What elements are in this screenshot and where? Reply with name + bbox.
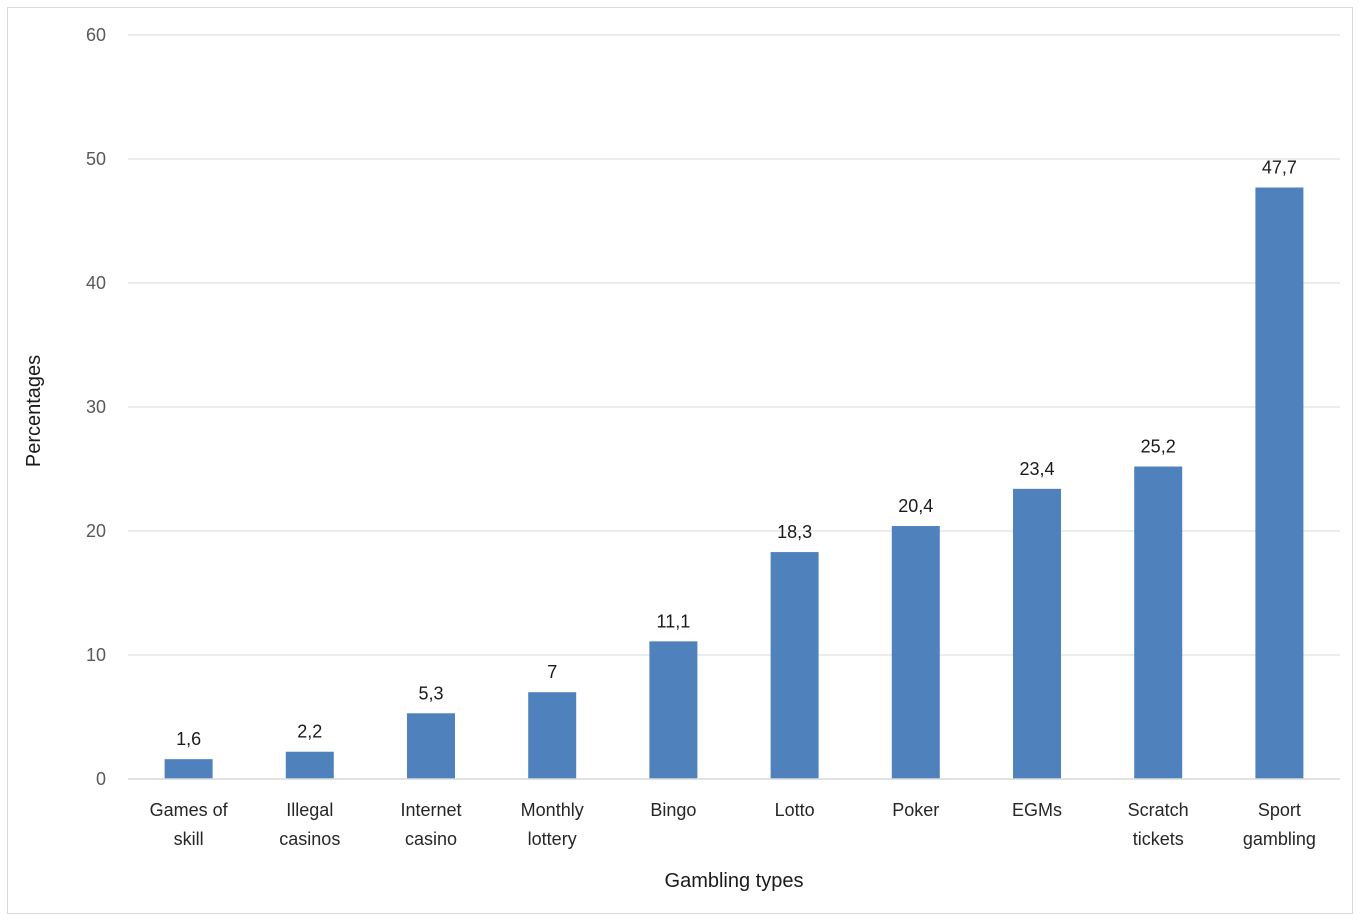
bar: [649, 641, 698, 779]
x-category-label: Games of skill: [150, 800, 229, 849]
bar: [164, 759, 213, 779]
bar: [407, 713, 455, 779]
data-label: 11,1: [657, 611, 691, 631]
data-label: 2,2: [297, 722, 322, 742]
y-axis-tick-labels: 0 10 20 30 40 50 60: [86, 25, 106, 789]
x-category-label: EGMs: [1012, 800, 1062, 820]
data-label: 18,3: [777, 522, 812, 542]
bar: [1013, 488, 1061, 779]
data-labels: 1,6 2,2 5,3 7 11,1 18,3 20,4 23,4 25,2 47,7: [176, 158, 1297, 750]
bar: [770, 552, 819, 779]
data-label: 47,7: [1262, 158, 1297, 178]
data-label: 20,4: [898, 496, 933, 516]
x-category-label: Bingo: [650, 800, 696, 820]
data-label: 23,4: [1019, 459, 1054, 479]
bar: [1134, 466, 1183, 779]
bars: [164, 187, 1304, 779]
x-category-label: Lotto: [775, 800, 815, 820]
bar: [528, 692, 577, 779]
data-label: 25,2: [1141, 437, 1176, 457]
x-category-label: Monthly lottery: [521, 800, 584, 849]
y-tick-label: 60: [86, 25, 106, 45]
y-tick-label: 40: [86, 273, 106, 293]
x-category-label: Internet casino: [400, 800, 461, 849]
x-category-label: Scratch tickets: [1128, 800, 1189, 849]
y-tick-label: 10: [86, 645, 106, 665]
y-axis-title: Percentages: [23, 355, 45, 467]
y-tick-label: 50: [86, 149, 106, 169]
x-axis-title: Gambling types: [665, 870, 804, 892]
bar: [285, 751, 334, 779]
bar: [1255, 187, 1304, 779]
x-category-label: Poker: [892, 800, 939, 820]
y-tick-label: 20: [86, 521, 106, 541]
data-label: 7: [547, 662, 557, 682]
x-category-label: Illegal casinos: [279, 800, 340, 849]
x-category-label: Sport gambling: [1243, 800, 1316, 849]
y-tick-label: 0: [96, 769, 106, 789]
y-tick-label: 30: [86, 397, 106, 417]
x-axis-category-labels: Games of skill Illegal casinos Internet casin…: [150, 800, 1316, 849]
bar: [891, 526, 940, 779]
data-label: 5,3: [418, 683, 443, 703]
data-label: 1,6: [176, 729, 201, 749]
